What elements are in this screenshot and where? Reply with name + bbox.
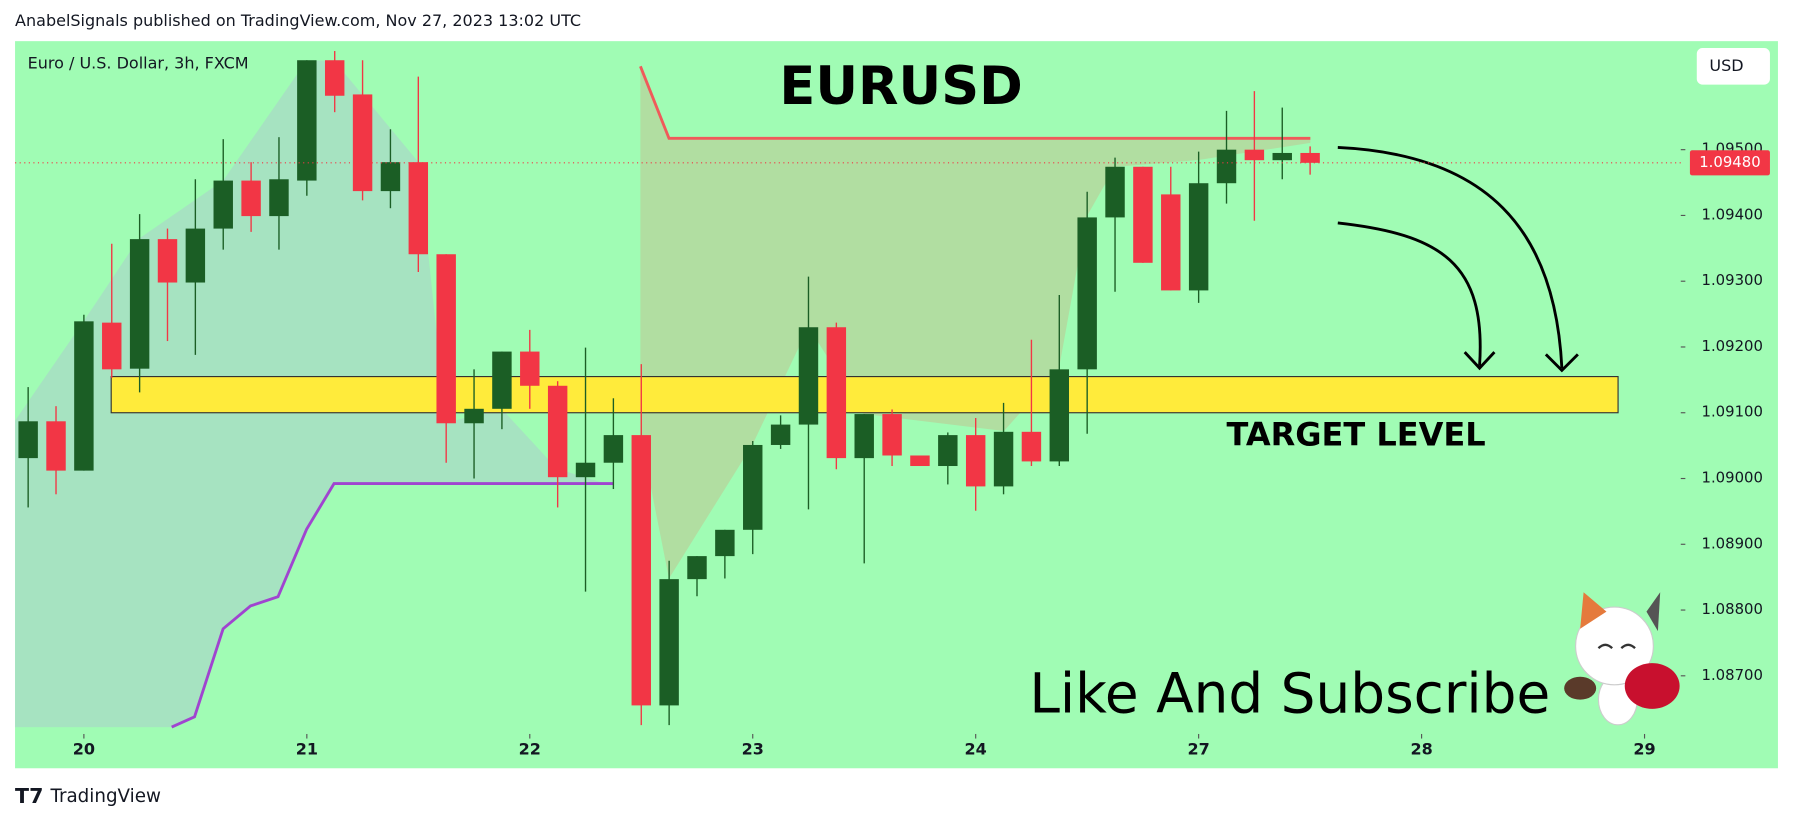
candle-body xyxy=(1021,431,1042,462)
y-tick-label: 1.08800 xyxy=(1701,600,1762,618)
candle-body xyxy=(492,351,512,409)
candle-body xyxy=(213,180,233,229)
candle-body xyxy=(993,431,1014,487)
candle-body xyxy=(1272,152,1292,161)
candle-body xyxy=(965,435,986,487)
arrow xyxy=(1337,221,1482,366)
candle-body xyxy=(380,162,401,192)
candle-body xyxy=(854,414,874,459)
target-zone xyxy=(110,375,1619,414)
candle-body xyxy=(770,424,791,445)
candle-body xyxy=(687,556,707,580)
candle-body xyxy=(659,579,679,706)
candle-body xyxy=(631,435,651,706)
published-header: AnabelSignals published on TradingView.c… xyxy=(15,11,581,30)
candle-body xyxy=(18,421,38,459)
candle-body xyxy=(436,254,456,424)
candle-body xyxy=(74,321,94,471)
y-tick-label: 1.08700 xyxy=(1701,666,1762,684)
candle-body xyxy=(826,327,847,459)
candle-body xyxy=(129,239,150,369)
last-price-badge xyxy=(1689,150,1770,176)
candle-body xyxy=(547,385,568,478)
x-tick-label: 22 xyxy=(519,739,541,758)
candle-body xyxy=(743,444,763,530)
x-tick-label: 28 xyxy=(1410,739,1432,758)
candle-body xyxy=(324,60,345,96)
candle-body xyxy=(464,408,484,424)
arrow-head xyxy=(1544,353,1579,373)
candle-body xyxy=(1161,194,1181,291)
candle-body xyxy=(1188,183,1209,291)
currency-badge xyxy=(1696,48,1770,85)
candle-body xyxy=(910,455,930,467)
tv-icon: T7 xyxy=(15,784,43,808)
candle-body xyxy=(352,94,373,192)
y-tick-label: 1.09100 xyxy=(1701,403,1762,421)
indicator-line xyxy=(171,482,613,729)
candle-body xyxy=(1244,149,1265,161)
candle-body xyxy=(1049,369,1070,462)
candle-body xyxy=(46,421,66,471)
x-tick-label: 23 xyxy=(742,739,764,758)
symbol-info: Euro / U.S. Dollar, 3h, FXCM xyxy=(28,54,249,73)
x-tick-label: 21 xyxy=(296,739,318,758)
y-tick-label: 1.08900 xyxy=(1701,534,1762,552)
y-tick-label: 1.09400 xyxy=(1701,205,1762,223)
candle-body xyxy=(798,327,819,425)
candle-body xyxy=(269,179,289,217)
candle-body xyxy=(1300,152,1320,163)
candle-body xyxy=(575,462,596,478)
candle-body xyxy=(1105,166,1125,218)
candle-body xyxy=(1077,217,1097,370)
y-tick-label: 1.09300 xyxy=(1701,271,1762,289)
candle-body xyxy=(408,162,429,255)
candle-body xyxy=(1216,149,1237,184)
annotation: Like And Subscribe xyxy=(1029,662,1550,726)
candle-body xyxy=(603,435,624,463)
indicator-line xyxy=(639,65,1311,140)
candle-body xyxy=(241,180,261,217)
candle-body xyxy=(520,351,540,386)
zone-label: TARGET LEVEL xyxy=(1227,416,1486,454)
x-tick-label: 29 xyxy=(1633,739,1655,758)
candle-body xyxy=(938,435,958,467)
candle-body xyxy=(297,60,317,181)
last-price-label: 1.09480 xyxy=(1699,153,1760,171)
plot-area xyxy=(18,51,1619,726)
arrow xyxy=(1337,146,1564,369)
x-tick-label: 27 xyxy=(1188,739,1210,758)
candle-body xyxy=(102,322,122,370)
candle-body xyxy=(882,414,902,456)
arrow-head xyxy=(1463,351,1496,371)
footer-logo: TradingView xyxy=(49,786,161,807)
x-tick-label: 20 xyxy=(73,739,95,758)
cloud-area xyxy=(640,68,1311,579)
y-tick-label: 1.09000 xyxy=(1701,469,1762,487)
cat-mascot xyxy=(1564,592,1680,726)
candle-body xyxy=(157,239,178,283)
x-tick-label: 24 xyxy=(965,739,987,758)
candle-body xyxy=(185,228,206,283)
chart-title: EURUSD xyxy=(779,56,1022,117)
y-tick-label: 1.09200 xyxy=(1701,337,1762,355)
currency-label: USD xyxy=(1709,56,1743,75)
candle-body xyxy=(1133,166,1153,263)
candle-body xyxy=(715,529,735,557)
